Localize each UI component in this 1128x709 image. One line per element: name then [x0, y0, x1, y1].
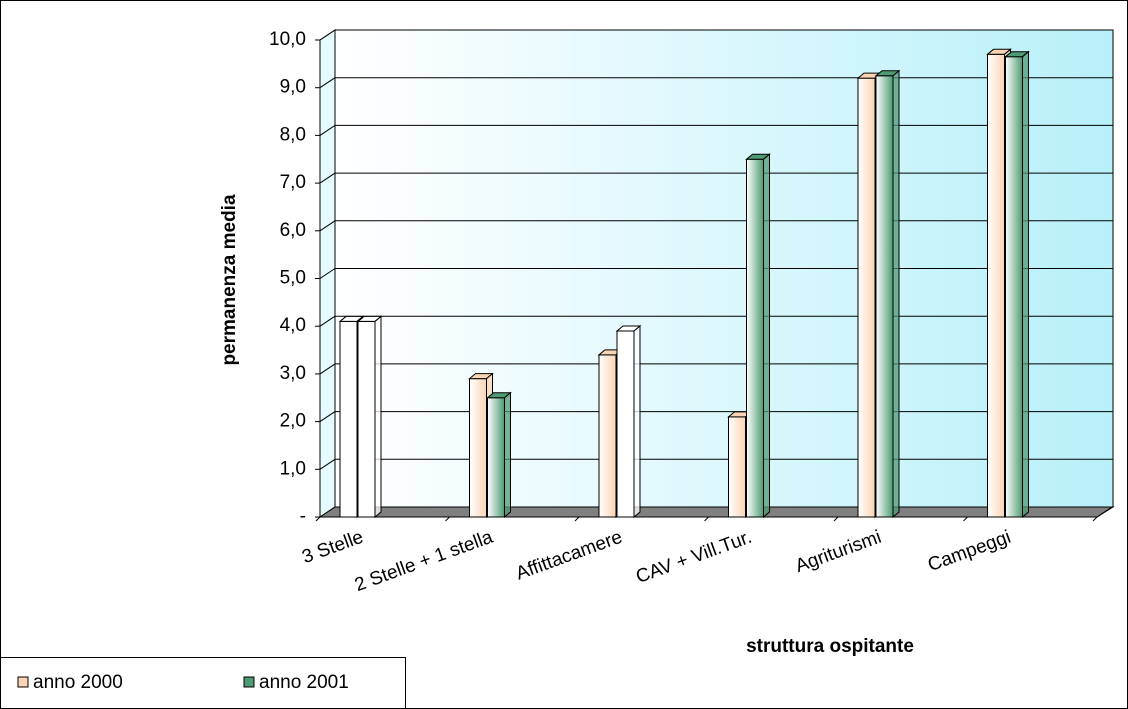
legend — [0, 657, 406, 709]
y-tick-label: 1,0 — [280, 458, 306, 479]
grid-line — [319, 363, 336, 375]
bar-front — [487, 397, 505, 518]
grid-line — [319, 29, 336, 41]
x-tick — [315, 516, 321, 522]
bar-front — [339, 320, 358, 518]
bar — [486, 391, 512, 519]
x-axis-title: struttura ospitante — [746, 636, 914, 657]
y-axis-title: permanenza media — [219, 194, 240, 365]
x-tick — [963, 516, 968, 522]
bar-side — [763, 153, 770, 519]
bar-front — [857, 77, 876, 518]
bar-side — [1022, 50, 1029, 519]
bar-front — [728, 416, 746, 518]
bar-side — [633, 324, 641, 519]
y-tick-label: 9,0 — [280, 77, 306, 98]
grid-line — [319, 315, 336, 327]
grid-line — [319, 458, 336, 470]
bar-front — [746, 158, 764, 518]
grid-line — [319, 77, 336, 89]
bar-front — [469, 378, 487, 518]
bar-side — [374, 315, 382, 519]
bar-front — [875, 75, 894, 518]
grid-line — [319, 172, 336, 184]
grid-line — [319, 124, 336, 136]
x-tick — [574, 516, 580, 522]
legend-label: anno 2001 — [259, 672, 349, 693]
legend-swatch — [17, 676, 29, 688]
y-tick-label: 2,0 — [280, 411, 306, 432]
grid-line — [319, 268, 336, 279]
bar-front — [1005, 56, 1023, 518]
bar — [356, 315, 383, 519]
y-tick-label: 10,0 — [269, 29, 306, 50]
x-tick — [833, 516, 839, 522]
bar — [1004, 50, 1030, 519]
y-tick-label: 7,0 — [280, 172, 306, 193]
bar-front — [598, 354, 617, 518]
x-tick — [445, 516, 450, 522]
y-tick-label: 3,0 — [280, 363, 306, 384]
bar-front — [357, 320, 376, 518]
bar — [874, 69, 901, 519]
y-tick-label: 8,0 — [280, 124, 306, 145]
x-axis-depth — [1096, 506, 1113, 518]
y-tick-label: - — [300, 506, 306, 527]
grid-line — [319, 220, 336, 232]
bar-front — [616, 330, 635, 518]
y-tick-label: 5,0 — [280, 268, 306, 289]
x-tick — [704, 516, 709, 522]
bar — [745, 153, 771, 519]
bar-side — [504, 391, 511, 519]
grid-line — [319, 411, 336, 423]
x-tick — [1092, 516, 1098, 522]
bar-front — [987, 53, 1005, 518]
y-tick-label: 6,0 — [280, 220, 306, 241]
legend-label: anno 2000 — [33, 672, 123, 693]
legend-swatch — [243, 676, 255, 688]
bar — [615, 324, 642, 519]
bar-side — [892, 69, 900, 519]
y-tick-label: 4,0 — [280, 315, 306, 336]
